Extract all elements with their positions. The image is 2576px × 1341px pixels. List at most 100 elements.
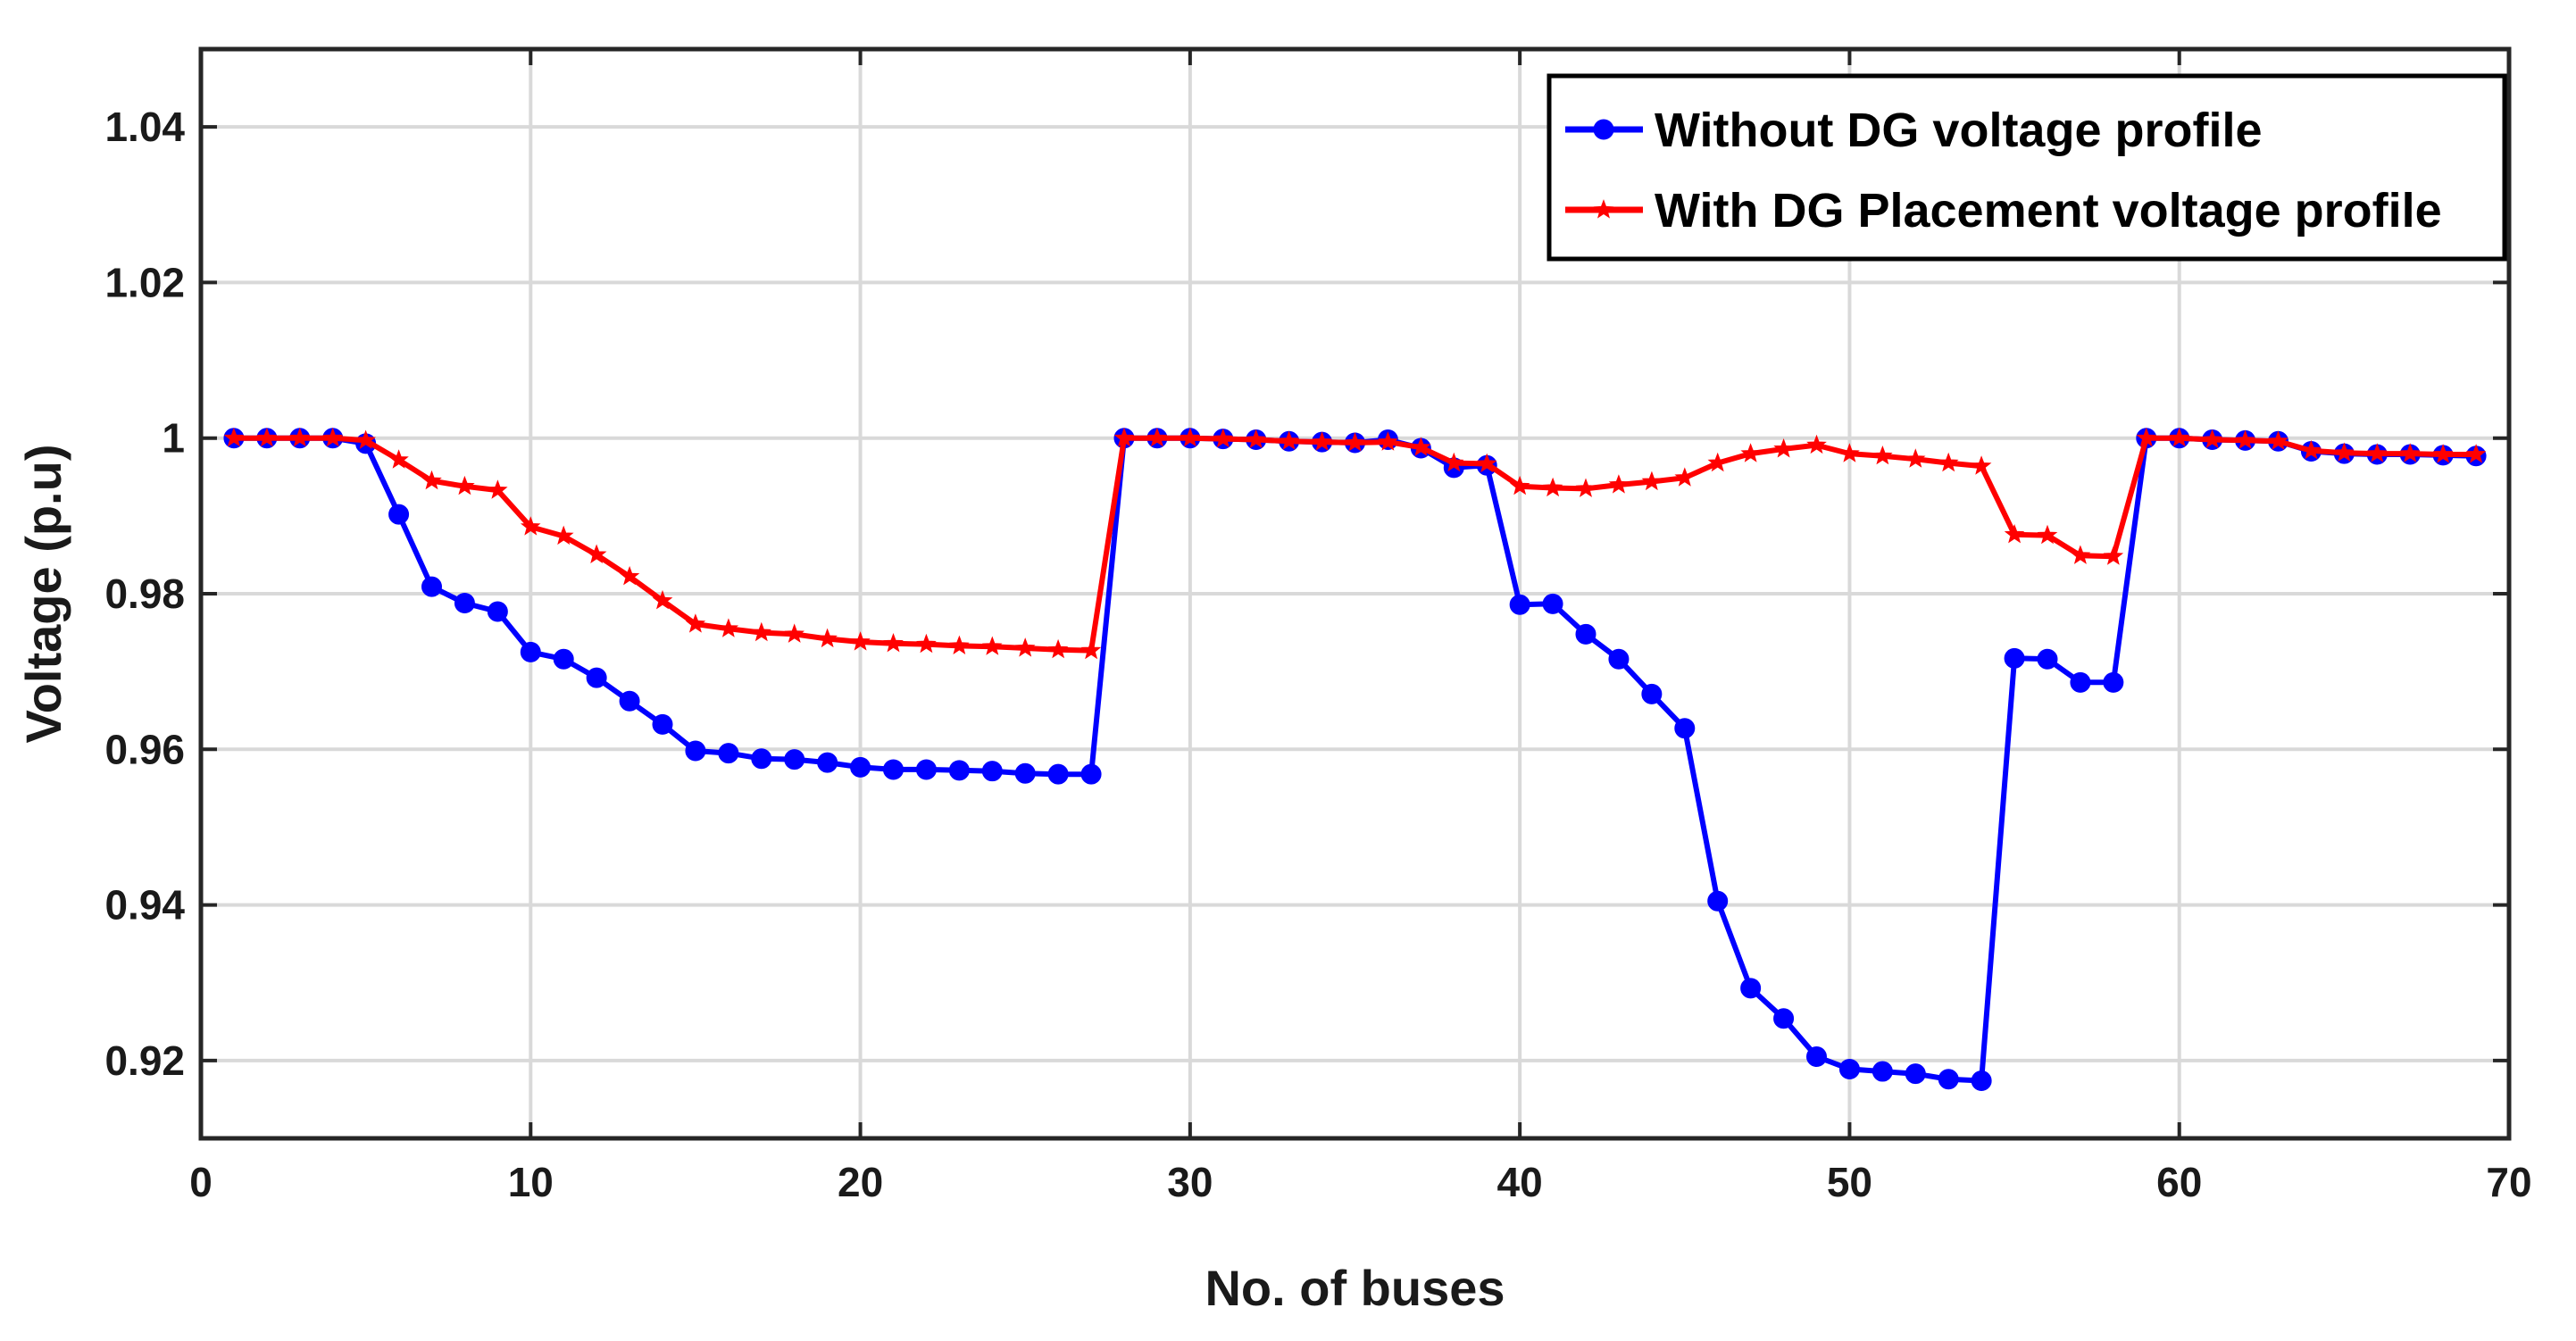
data-point xyxy=(1806,1046,1827,1067)
data-point xyxy=(981,636,1003,655)
data-point xyxy=(2004,647,2025,669)
data-point xyxy=(2334,442,2355,462)
data-point xyxy=(553,525,574,546)
data-point xyxy=(1080,763,1102,785)
data-point xyxy=(2004,523,2025,544)
data-point xyxy=(1509,475,1530,496)
data-point xyxy=(2399,443,2421,462)
data-point xyxy=(2070,671,2091,693)
data-point xyxy=(1608,648,1630,670)
data-point xyxy=(1707,452,1728,472)
y-tick-label: 0.92 xyxy=(104,1037,185,1084)
data-point xyxy=(1575,478,1596,497)
legend-label: With DG Placement voltage profile xyxy=(1655,184,2442,237)
data-point xyxy=(1444,452,1464,472)
legend-marker xyxy=(1593,199,1614,219)
y-tick-label: 0.98 xyxy=(104,571,185,617)
data-point xyxy=(685,613,706,633)
x-tick-label: 10 xyxy=(508,1159,554,1205)
data-point xyxy=(520,641,541,662)
y-tick-label: 1 xyxy=(162,415,185,462)
data-point xyxy=(915,759,937,780)
y-tick-label: 1.04 xyxy=(104,104,185,150)
data-point xyxy=(2235,429,2255,449)
legend-label: Without DG voltage profile xyxy=(1655,104,2262,157)
data-point xyxy=(2136,427,2157,447)
data-point xyxy=(520,516,541,536)
data-point xyxy=(2465,444,2487,463)
legend-marker xyxy=(1593,119,1614,140)
data-point xyxy=(256,427,278,447)
x-tick-label: 70 xyxy=(2486,1159,2531,1205)
data-point xyxy=(1872,1061,1893,1082)
data-point xyxy=(652,713,673,735)
data-point xyxy=(1476,453,1497,473)
data-point xyxy=(718,618,739,637)
x-tick-label: 30 xyxy=(1167,1159,1213,1205)
data-point xyxy=(652,589,673,610)
data-point xyxy=(1080,639,1102,660)
data-point xyxy=(2103,546,2124,565)
data-point xyxy=(1773,1008,1795,1029)
data-point xyxy=(751,748,772,770)
data-point xyxy=(1674,467,1696,487)
data-point xyxy=(2202,429,2222,449)
x-axis-label: No. of buses xyxy=(1205,1260,1505,1316)
legend-item: With DG Placement voltage profile xyxy=(1565,184,2442,237)
data-point xyxy=(850,631,871,651)
data-point xyxy=(322,427,344,447)
data-point xyxy=(850,756,871,778)
data-point xyxy=(421,470,442,490)
data-point xyxy=(553,648,574,670)
legend-item: Without DG voltage profile xyxy=(1565,104,2262,157)
data-point xyxy=(388,449,409,469)
series-layer xyxy=(223,427,2487,1092)
data-point xyxy=(949,635,970,655)
data-point xyxy=(1608,474,1630,494)
x-tick-label: 0 xyxy=(189,1159,213,1205)
data-point xyxy=(2432,444,2454,463)
data-point xyxy=(718,743,739,764)
data-point xyxy=(784,623,805,643)
data-point xyxy=(2301,439,2322,460)
data-point xyxy=(586,667,607,688)
data-point xyxy=(487,601,508,622)
data-point xyxy=(1938,1069,1959,1090)
data-point xyxy=(1345,431,1365,452)
data-point xyxy=(1641,683,1663,704)
data-point xyxy=(1246,429,1267,449)
axis-ticks: 0 10 20 30 40 50 60 70 0.92 0.94 0.96 0.98 1 1.02 1.04 xyxy=(104,49,2532,1205)
data-point xyxy=(619,690,640,712)
data-point xyxy=(2037,524,2058,545)
data-point xyxy=(1838,1058,1860,1079)
data-point xyxy=(1047,763,1069,785)
data-point xyxy=(948,760,970,781)
data-point xyxy=(619,565,640,586)
data-point xyxy=(1971,1070,1992,1092)
data-point xyxy=(1740,443,1761,462)
data-point xyxy=(817,752,838,773)
data-point xyxy=(1015,637,1036,657)
data-point xyxy=(2366,443,2388,462)
data-point xyxy=(1378,431,1398,451)
data-point xyxy=(784,749,805,770)
data-point xyxy=(981,761,1003,782)
legend-box xyxy=(1546,73,2507,262)
data-point xyxy=(1542,593,1563,614)
data-point xyxy=(2268,430,2288,450)
data-point xyxy=(1641,471,1663,491)
data-point xyxy=(2070,545,2091,564)
data-point xyxy=(586,544,607,564)
data-point xyxy=(1213,428,1233,448)
data-point xyxy=(1938,452,1959,472)
data-point xyxy=(454,592,475,613)
data-point xyxy=(2103,671,2124,693)
data-point xyxy=(1542,477,1563,497)
y-axis-label: Voltage (p.u) xyxy=(15,445,71,744)
y-tick-label: 0.94 xyxy=(104,882,185,929)
data-point xyxy=(1839,443,1860,462)
y-tick-label: 0.96 xyxy=(104,726,185,772)
x-tick-label: 20 xyxy=(838,1159,883,1205)
data-point xyxy=(1674,718,1696,739)
